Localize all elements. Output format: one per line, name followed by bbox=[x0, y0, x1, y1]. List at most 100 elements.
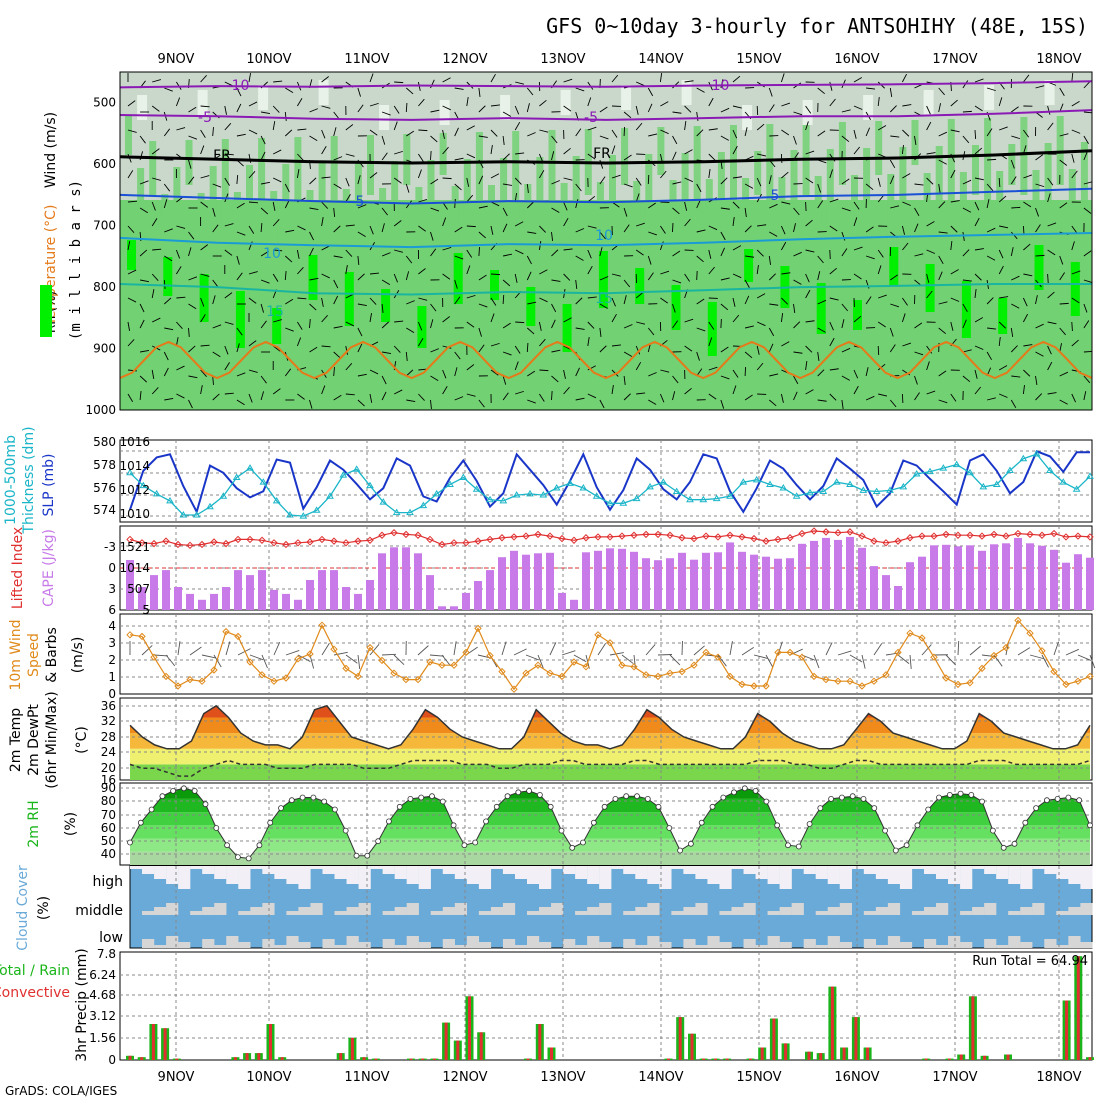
thickness-point bbox=[139, 481, 148, 489]
lifted-index-point bbox=[570, 536, 578, 544]
lifted-index-point bbox=[642, 530, 650, 539]
rh2m-point bbox=[1054, 796, 1061, 802]
cape-bar bbox=[234, 570, 242, 610]
lifted-index-point bbox=[522, 532, 530, 540]
wind10-point bbox=[906, 629, 914, 637]
thickness-point bbox=[939, 464, 948, 471]
cape-bar bbox=[630, 551, 638, 610]
top-date-label: 9NOV bbox=[158, 52, 195, 67]
rh2m-point bbox=[299, 794, 306, 801]
wind10-point bbox=[390, 669, 398, 677]
thickness-point bbox=[286, 510, 294, 518]
lifted-index-point bbox=[606, 533, 614, 541]
wind10-point bbox=[174, 682, 182, 690]
thickness-point bbox=[512, 491, 521, 498]
wind10-point bbox=[186, 675, 194, 684]
thickness-point bbox=[1046, 466, 1054, 473]
top-date-label: 14NOV bbox=[638, 52, 683, 67]
lifted-index-point bbox=[450, 539, 458, 547]
slp-tick-label: 1014 bbox=[119, 459, 150, 473]
lifted-index-point bbox=[366, 536, 374, 544]
axis-tick-label: -3 bbox=[104, 540, 116, 554]
wind10-point bbox=[126, 631, 134, 639]
cape-bar bbox=[210, 593, 218, 610]
wind10-point bbox=[318, 621, 326, 629]
thickness-point bbox=[566, 479, 574, 486]
lifted-index-point bbox=[690, 534, 698, 543]
precip-convective-bar bbox=[374, 1058, 378, 1060]
thickness-point bbox=[726, 492, 734, 499]
precip-convective-bar bbox=[959, 1054, 963, 1060]
lifted-index-point bbox=[474, 537, 482, 545]
axis-tick-label: 24 bbox=[101, 745, 116, 759]
wind10-point bbox=[426, 658, 434, 666]
bottom-date-label: 10NOV bbox=[246, 1070, 291, 1085]
cloud-cover-panel: high middle low Cloud Cover (%) bbox=[15, 865, 1093, 951]
cape-bar bbox=[366, 580, 374, 610]
precip-label-b: Convective bbox=[0, 985, 70, 1001]
thickness-point bbox=[899, 482, 908, 490]
rh2m-point bbox=[504, 793, 511, 800]
wind10-point bbox=[726, 672, 734, 681]
rh2m-point bbox=[191, 788, 198, 794]
precip-convective-bar bbox=[233, 1057, 237, 1060]
rh2m-point bbox=[914, 822, 921, 829]
lifted-index-point bbox=[678, 534, 686, 542]
thickness-point bbox=[1059, 478, 1068, 485]
axis-tick-label: 50 bbox=[101, 834, 116, 848]
lifted-index-point bbox=[258, 536, 266, 544]
wind10-point bbox=[570, 658, 578, 666]
wind10-point bbox=[786, 648, 794, 657]
thickness-point bbox=[166, 496, 174, 504]
thickness-point bbox=[459, 473, 468, 480]
axis-tick-label: 20 bbox=[101, 761, 116, 775]
thickness-point bbox=[579, 484, 588, 491]
slp-line bbox=[129, 450, 1090, 515]
cape-bar bbox=[186, 593, 194, 610]
wind10-point bbox=[690, 661, 698, 669]
lifted-index-point bbox=[1074, 532, 1082, 540]
rh2m-point bbox=[1044, 797, 1050, 804]
cape-bar bbox=[1050, 549, 1058, 610]
thickness-point bbox=[592, 492, 601, 499]
cape-bar bbox=[474, 581, 482, 610]
cape-bar bbox=[570, 599, 578, 610]
cape-label: CAPE (J/kg) bbox=[41, 529, 57, 607]
rh2m-point bbox=[137, 819, 144, 826]
thickness-point bbox=[432, 489, 441, 497]
wind10-point bbox=[510, 685, 518, 693]
rh2m-point bbox=[127, 839, 133, 846]
rh2m-point bbox=[353, 852, 360, 859]
wind10-point bbox=[1074, 677, 1082, 685]
lifted-index-point bbox=[1026, 530, 1034, 539]
cape-bar bbox=[534, 553, 542, 610]
rh2m-point bbox=[429, 793, 435, 800]
wind10-point bbox=[606, 639, 614, 647]
lifted-index-point bbox=[294, 539, 302, 547]
thickness-point bbox=[699, 495, 708, 503]
precip-convective-bar bbox=[1076, 956, 1080, 1060]
rh2m-point bbox=[1087, 822, 1093, 829]
lifted-index-point bbox=[186, 541, 194, 550]
rh2m-point bbox=[839, 794, 845, 801]
thickness-point bbox=[819, 487, 828, 495]
precip-convective-bar bbox=[983, 1055, 987, 1060]
top-date-label: 11NOV bbox=[344, 52, 389, 67]
thickness-point bbox=[472, 485, 481, 492]
cape-bar bbox=[342, 587, 350, 610]
lifted-index-point bbox=[390, 529, 398, 537]
precip-label-a: Total / Rain bbox=[0, 963, 70, 979]
cape-bar bbox=[138, 587, 146, 610]
cape-bar bbox=[810, 540, 818, 610]
wind10-point bbox=[642, 671, 650, 679]
axis-tick-label: 4.68 bbox=[89, 988, 116, 1002]
lifted-index-point bbox=[402, 530, 410, 539]
lifted-index-point bbox=[762, 537, 770, 545]
wind10m-panel: 4 3 2 1 0 10m Wind Speed & Barbs (m/s) bbox=[8, 613, 1096, 701]
precip-convective-bar bbox=[538, 1024, 542, 1060]
cape-bar bbox=[942, 544, 950, 610]
axis-tick-label: 578 bbox=[93, 458, 116, 472]
cape-bar bbox=[150, 575, 158, 610]
axis-tick-label: 3.12 bbox=[89, 1009, 116, 1023]
